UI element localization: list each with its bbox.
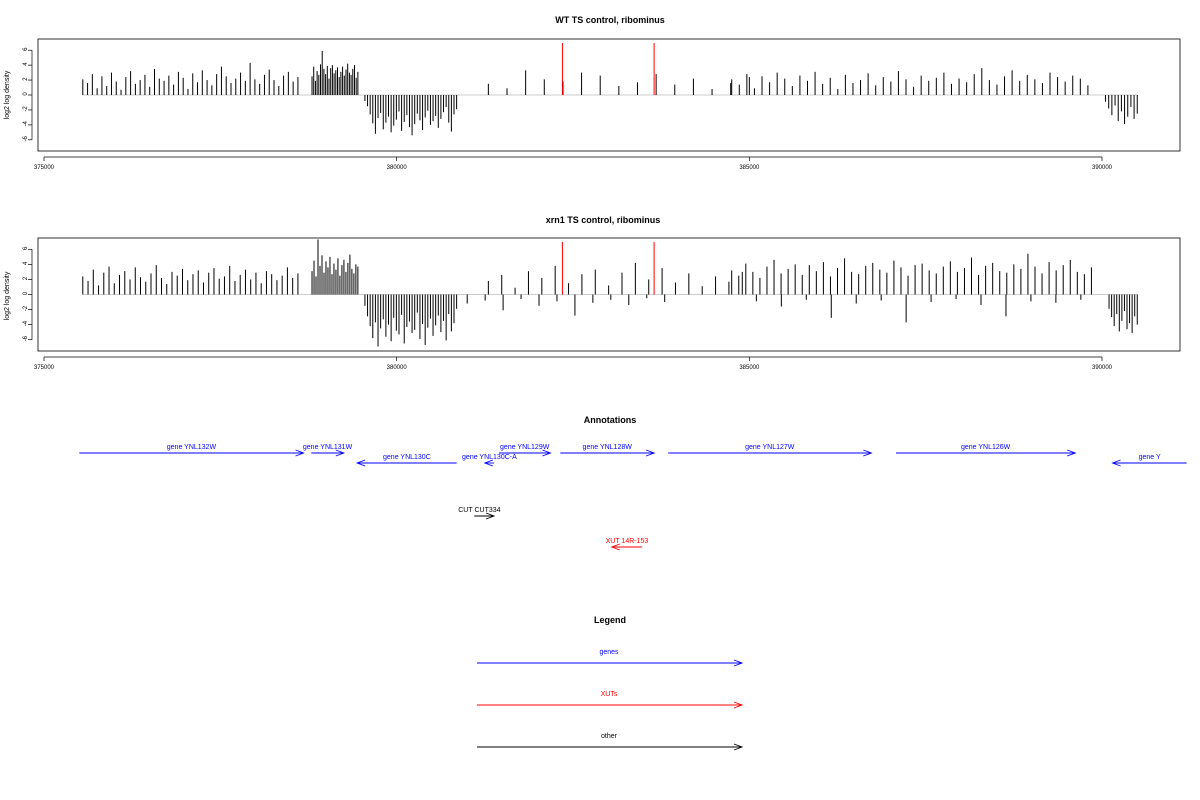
annotations-title: Annotations: [584, 415, 637, 425]
legend-title: Legend: [594, 615, 626, 625]
xrn1-x-tick-label: 390000: [1092, 365, 1113, 371]
wt-y-tick-label: 6: [23, 47, 29, 51]
wt-coverage-panel: WT TS control, ribominus log2 log densit…: [4, 15, 1181, 171]
xrn1-x-axis: 375000 380000 385000 390000: [34, 356, 1113, 371]
legend-arrowhead: [733, 743, 744, 751]
feature-arrowhead: [335, 449, 346, 457]
feature-arrowhead: [483, 459, 493, 467]
wt-bars: [82, 50, 1138, 136]
feature-arrowhead: [485, 512, 496, 520]
feature-label: gene YNL131W: [303, 444, 353, 451]
xrn1-y-tick-label: -6: [23, 335, 29, 341]
feature-arrowhead: [355, 459, 366, 467]
xrn1-y-tick-label: -4: [23, 320, 29, 326]
xrn1-x-tick-label: 375000: [34, 365, 55, 371]
xrn1-highlight-lines: [561, 242, 655, 295]
feature-arrowhead: [645, 449, 656, 457]
feature-label: gene YNL127W: [745, 444, 795, 451]
legend: Legend genes XUTs other: [477, 615, 744, 751]
wt-highlight-lines: [561, 43, 655, 95]
feature-label: XUT 14R-153: [606, 538, 649, 545]
feature-arrowhead: [1067, 449, 1077, 457]
wt-plot-frame: [37, 38, 1181, 152]
wt-y-tick-label: 0: [23, 92, 29, 96]
wt-y-tick-label: 4: [23, 62, 29, 66]
feature-label: gene YNL126W: [961, 444, 1011, 451]
annotation-features: gene YNL132W gene YNL131W gene YNL130C gene…: [79, 444, 1187, 551]
xrn1-x-tick-label: 380000: [387, 365, 408, 371]
feature-label: gene Y: [1139, 454, 1161, 461]
feature-arrowhead: [1111, 459, 1121, 467]
wt-panel-title: WT TS control, ribominus: [555, 15, 665, 25]
xrn1-x-tick-label: 385000: [739, 365, 760, 371]
xrn1-y-tick-label: -2: [23, 305, 29, 311]
feature-arrowhead: [610, 543, 620, 551]
wt-y-axis: -6 -4 -2 0 2 4 6: [23, 47, 33, 141]
legend-arrowhead: [733, 701, 744, 709]
legend-arrowhead: [733, 659, 744, 667]
xrn1-panel-title: xrn1 TS control, ribominus: [546, 215, 661, 225]
legend-items: genes XUTs other: [477, 649, 744, 751]
legend-label: XUTs: [601, 691, 618, 698]
wt-x-tick-label: 390000: [1092, 165, 1113, 171]
wt-y-tick-label: -6: [23, 135, 29, 141]
feature-label: gene YNL128W: [583, 444, 633, 451]
feature-label: gene YNL129W: [500, 444, 550, 451]
wt-y-axis-label: log2 log density: [4, 70, 11, 119]
xrn1-plot-frame: [37, 237, 1181, 352]
xrn1-y-tick-label: 2: [23, 276, 29, 280]
feature-label: gene YNL132W: [167, 444, 217, 451]
feature-label: gene YNL130C: [383, 454, 431, 461]
legend-label: other: [601, 733, 618, 740]
feature-arrowhead: [542, 449, 552, 457]
wt-x-tick-label: 380000: [387, 165, 408, 171]
feature-label: gene YNL130C-A: [462, 454, 517, 461]
xrn1-coverage-panel: xrn1 TS control, ribominus log2 log dens…: [4, 215, 1181, 371]
xrn1-y-tick-label: 4: [23, 261, 29, 265]
wt-y-tick-label: -4: [23, 121, 29, 127]
xrn1-bars: [82, 239, 1138, 347]
legend-label: genes: [599, 649, 619, 656]
wt-x-axis: 375000 380000 385000 390000: [34, 156, 1113, 171]
wt-y-tick-label: 2: [23, 77, 29, 81]
annotations-track: Annotations gene YNL132W gene YNL131Wgene…: [79, 415, 1187, 551]
wt-x-tick-label: 375000: [34, 165, 55, 171]
feature-label: CUT CUT334: [458, 507, 500, 514]
wt-y-tick-label: -2: [23, 106, 29, 112]
xrn1-y-axis-label: log2 log density: [4, 271, 11, 320]
xrn1-y-axis: -6 -4 -2 0 2 4 6: [23, 246, 33, 341]
feature-arrowhead: [295, 449, 305, 457]
xrn1-y-tick-label: 6: [23, 246, 29, 250]
feature-arrowhead: [863, 449, 873, 457]
xrn1-y-tick-label: 0: [23, 291, 29, 295]
wt-x-tick-label: 385000: [739, 165, 760, 171]
